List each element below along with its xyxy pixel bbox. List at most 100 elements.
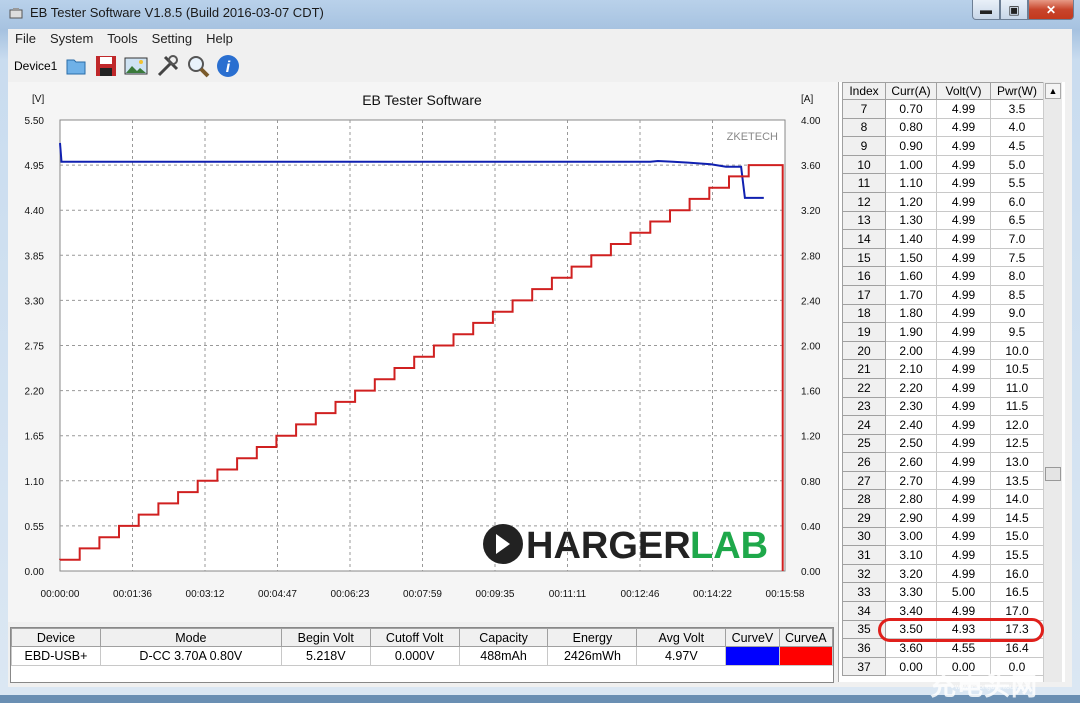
table-row[interactable]: 24 2.40 4.99 12.0 — [842, 415, 1044, 435]
summary-cell: 0.000V — [369, 646, 460, 666]
title-bar[interactable]: EB Tester Software V1.8.5 (Build 2016-03… — [0, 0, 1080, 28]
grid-cell: 16.4 — [990, 638, 1044, 658]
grid-scrollbar[interactable]: ▲ — [1043, 82, 1062, 682]
folder-icon[interactable] — [64, 54, 88, 78]
grid-cell: 0.00 — [936, 656, 991, 677]
grid-cell: 9.5 — [990, 322, 1044, 342]
grid-cell: 28 — [842, 489, 886, 510]
x-tick-label: 00:01:36 — [113, 589, 152, 600]
grid-cell: 4.99 — [936, 508, 991, 528]
grid-cell: 16.5 — [990, 582, 1044, 603]
grid-cell: 5.00 — [936, 582, 991, 603]
save-icon[interactable] — [94, 54, 118, 78]
search-icon[interactable] — [186, 54, 210, 78]
grid-cell: 2.40 — [885, 415, 937, 435]
table-row[interactable]: 27 2.70 4.99 13.5 — [842, 470, 1044, 491]
table-row[interactable]: 28 2.80 4.99 14.0 — [842, 489, 1044, 510]
table-row[interactable]: 26 2.60 4.99 13.0 — [842, 452, 1044, 472]
grid-header[interactable]: Curr(A) — [885, 82, 937, 100]
y-right-tick-label: 1.60 — [801, 387, 821, 398]
grid-cell: 21 — [842, 359, 886, 379]
x-tick-label: 00:14:22 — [693, 589, 732, 600]
device-tab[interactable]: Device1 — [14, 59, 58, 73]
table-row[interactable]: 31 3.10 4.99 15.5 — [842, 545, 1044, 565]
data-grid[interactable]: Index Curr(A) Volt(V) Pwr(W) 7 0.70 4.99 3.5 8 0… — [838, 82, 1065, 682]
table-row[interactable]: 33 3.30 5.00 16.5 — [842, 582, 1044, 603]
y-left-tick-label: 0.00 — [25, 567, 45, 578]
grid-cell: 4.99 — [936, 229, 991, 249]
window-title: EB Tester Software V1.8.5 (Build 2016-03… — [30, 5, 324, 20]
menu-system[interactable]: System — [49, 31, 94, 46]
grid-cell: 4.99 — [936, 415, 991, 435]
table-row[interactable]: 7 0.70 4.99 3.5 — [842, 99, 1044, 119]
table-row[interactable]: 20 2.00 4.99 10.0 — [842, 340, 1044, 361]
y-left-tick-label: 3.85 — [25, 251, 45, 262]
grid-cell: 4.99 — [936, 99, 991, 119]
summary-header: CurveV — [725, 628, 780, 647]
grid-cell: 0.70 — [885, 99, 937, 119]
table-row[interactable]: 11 1.10 4.99 5.5 — [842, 173, 1044, 193]
grid-cell: 4.99 — [936, 377, 991, 398]
table-row[interactable]: 29 2.90 4.99 14.5 — [842, 508, 1044, 528]
grid-cell: 8.0 — [990, 266, 1044, 286]
grid-lines — [60, 120, 785, 571]
grid-cell: 4.99 — [936, 303, 991, 324]
grid-cell: 14.0 — [990, 489, 1044, 510]
y-left-tick-label: 2.20 — [25, 387, 45, 398]
menu-file[interactable]: File — [15, 31, 36, 46]
table-row[interactable]: 12 1.20 4.99 6.0 — [842, 191, 1044, 212]
grid-cell: 2.50 — [885, 433, 937, 454]
table-row[interactable]: 18 1.80 4.99 9.0 — [842, 303, 1044, 324]
table-row[interactable]: 9 0.90 4.99 4.5 — [842, 136, 1044, 156]
grid-cell: 1.10 — [885, 173, 937, 193]
table-row[interactable]: 14 1.40 4.99 7.0 — [842, 229, 1044, 249]
grid-header[interactable]: Volt(V) — [936, 82, 991, 100]
curvea-color-swatch[interactable] — [778, 646, 834, 666]
table-row[interactable]: 23 2.30 4.99 11.5 — [842, 396, 1044, 417]
close-button[interactable]: ✕ — [1028, 0, 1074, 20]
grid-cell: 9.0 — [990, 303, 1044, 324]
grid-header[interactable]: Index — [842, 82, 886, 100]
table-row[interactable]: 25 2.50 4.99 12.5 — [842, 433, 1044, 454]
tools-icon[interactable] — [156, 54, 180, 78]
curvev-color-swatch[interactable] — [725, 646, 780, 666]
table-row[interactable]: 19 1.90 4.99 9.5 — [842, 322, 1044, 342]
table-row[interactable]: 16 1.60 4.99 8.0 — [842, 266, 1044, 286]
menu-tools[interactable]: Tools — [107, 31, 138, 46]
table-row[interactable]: 10 1.00 4.99 5.0 — [842, 154, 1044, 175]
grid-cell: 4.99 — [936, 433, 991, 454]
grid-cell: 36 — [842, 638, 886, 658]
table-row[interactable]: 36 3.60 4.55 16.4 — [842, 638, 1044, 658]
grid-cell: 7.0 — [990, 229, 1044, 249]
table-row[interactable]: 15 1.50 4.99 7.5 — [842, 247, 1044, 268]
grid-cell: 6.0 — [990, 191, 1044, 212]
table-row[interactable]: 30 3.00 4.99 15.0 — [842, 526, 1044, 547]
grid-cell: 2.20 — [885, 377, 937, 398]
minimize-button[interactable]: ▬ — [972, 0, 1000, 20]
table-row[interactable]: 22 2.20 4.99 11.0 — [842, 377, 1044, 398]
info-icon[interactable]: i — [216, 54, 240, 78]
grid-cell: 0.90 — [885, 136, 937, 156]
svg-text:i: i — [226, 59, 231, 76]
y-right-tick-label: 1.20 — [801, 432, 821, 443]
menu-help[interactable]: Help — [206, 31, 233, 46]
table-row[interactable]: 17 1.70 4.99 8.5 — [842, 284, 1044, 305]
menu-setting[interactable]: Setting — [151, 31, 193, 46]
grid-cell: 4.99 — [936, 470, 991, 491]
grid-header[interactable]: Pwr(W) — [990, 82, 1044, 100]
maximize-button[interactable]: ▣ — [1000, 0, 1028, 20]
grid-cell: 4.99 — [936, 136, 991, 156]
grid-cell: 4.0 — [990, 117, 1044, 138]
table-row[interactable]: 13 1.30 4.99 6.5 — [842, 210, 1044, 231]
table-row[interactable]: 37 0.00 0.00 0.0 — [842, 656, 1044, 677]
grid-cell: 3.00 — [885, 526, 937, 547]
y-left-tick-label: 4.95 — [25, 161, 45, 172]
image-icon[interactable] — [124, 54, 148, 78]
menu-bar: File System Tools Setting Help — [8, 29, 1072, 48]
table-row[interactable]: 21 2.10 4.99 10.5 — [842, 359, 1044, 379]
table-row[interactable]: 8 0.80 4.99 4.0 — [842, 117, 1044, 138]
grid-cell: 1.50 — [885, 247, 937, 268]
scroll-thumb[interactable] — [1045, 467, 1061, 481]
table-row[interactable]: 32 3.20 4.99 16.0 — [842, 563, 1044, 584]
scroll-up-arrow-icon[interactable]: ▲ — [1045, 83, 1061, 99]
